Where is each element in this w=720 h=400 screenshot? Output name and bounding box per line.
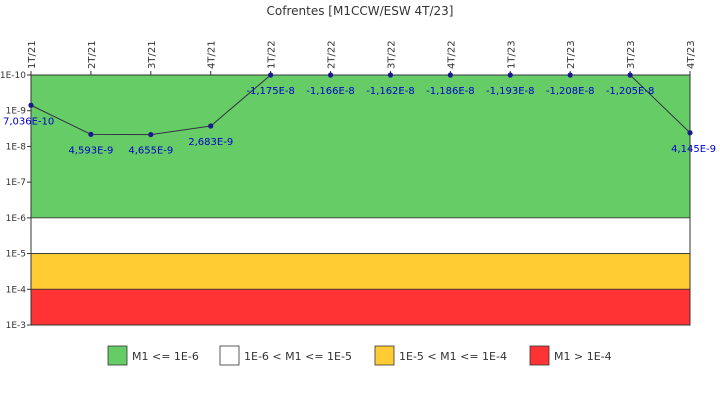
x-tick-label: 3T/23 [626, 40, 637, 69]
legend-label: M1 <= 1E-6 [132, 350, 199, 363]
y-tick-label: 1E-4 [6, 285, 27, 295]
legend: M1 <= 1E-6 1E-6 < M1 <= 1E-5 1E-5 < M1 <= … [107, 345, 612, 366]
legend-swatch [529, 345, 550, 366]
x-tick-label: 3T/21 [147, 40, 158, 69]
data-point [507, 72, 513, 78]
y-tick-label: 1E-10 [0, 71, 26, 81]
x-tick-label: 3T/22 [386, 40, 397, 69]
data-point [268, 72, 274, 78]
legend-label: 1E-5 < M1 <= 1E-4 [399, 350, 507, 363]
data-point [687, 130, 693, 136]
data-label: -1,193E-8 [486, 86, 535, 97]
x-tick-label: 4T/22 [446, 40, 457, 69]
data-label: -1,162E-8 [366, 86, 415, 97]
data-label: 4,593E-9 [68, 145, 113, 156]
x-tick-label: 1T/21 [27, 40, 38, 69]
data-point [327, 72, 334, 78]
x-tick-label: 2T/23 [566, 40, 577, 69]
band-3 [30, 288, 691, 326]
data-point [627, 72, 633, 78]
x-tick-label: 4T/23 [686, 40, 697, 69]
risk-bands [30, 74, 691, 326]
x-tick-label: 4T/21 [207, 40, 218, 69]
data-label: 4,655E-9 [128, 146, 173, 157]
data-point [88, 131, 94, 137]
x-tick-label: 2T/21 [87, 40, 98, 69]
data-label: 4,145E-9 [671, 144, 716, 155]
data-point [387, 72, 394, 78]
chart-title: Cofrentes [M1CCW/ESW 4T/23] [267, 4, 454, 18]
data-point [447, 72, 453, 78]
band-2 [30, 253, 691, 290]
legend-swatch [107, 345, 128, 366]
data-point [148, 131, 154, 138]
data-label: 2,683E-9 [188, 137, 233, 148]
y-tick-label: 1E-7 [6, 178, 26, 188]
legend-label: 1E-6 < M1 <= 1E-5 [244, 350, 352, 363]
data-label: -1,166E-8 [306, 86, 355, 97]
legend-label: M1 > 1E-4 [554, 350, 612, 363]
x-tick-label: 1T/23 [506, 40, 517, 69]
y-tick-label: 1E-9 [6, 107, 27, 117]
band-1 [30, 217, 691, 254]
x-tick-label: 2T/22 [327, 40, 338, 69]
data-label: -1,175E-8 [246, 86, 295, 97]
legend-swatch [374, 345, 395, 366]
legend-swatch [219, 345, 240, 366]
series-line [30, 74, 691, 136]
data-label: 7,036E-10 [3, 116, 54, 127]
y-tick-label: 1E-3 [6, 321, 26, 331]
y-tick-label: 1E-8 [6, 142, 27, 152]
x-tick-label: 1T/22 [267, 40, 278, 69]
data-label: -1,205E-8 [606, 86, 655, 97]
y-tick-label: 1E-6 [6, 214, 27, 224]
data-label: -1,208E-8 [546, 86, 595, 97]
data-label: -1,186E-8 [426, 86, 475, 97]
band-0 [30, 74, 691, 219]
data-point [567, 72, 573, 78]
data-series: 7,036E-10 4,593E-9 4,655E-9 2,683E-9 -1,175E… [3, 72, 716, 157]
data-point [208, 123, 214, 129]
y-tick-label: 1E-5 [6, 250, 26, 260]
data-point [28, 102, 34, 108]
